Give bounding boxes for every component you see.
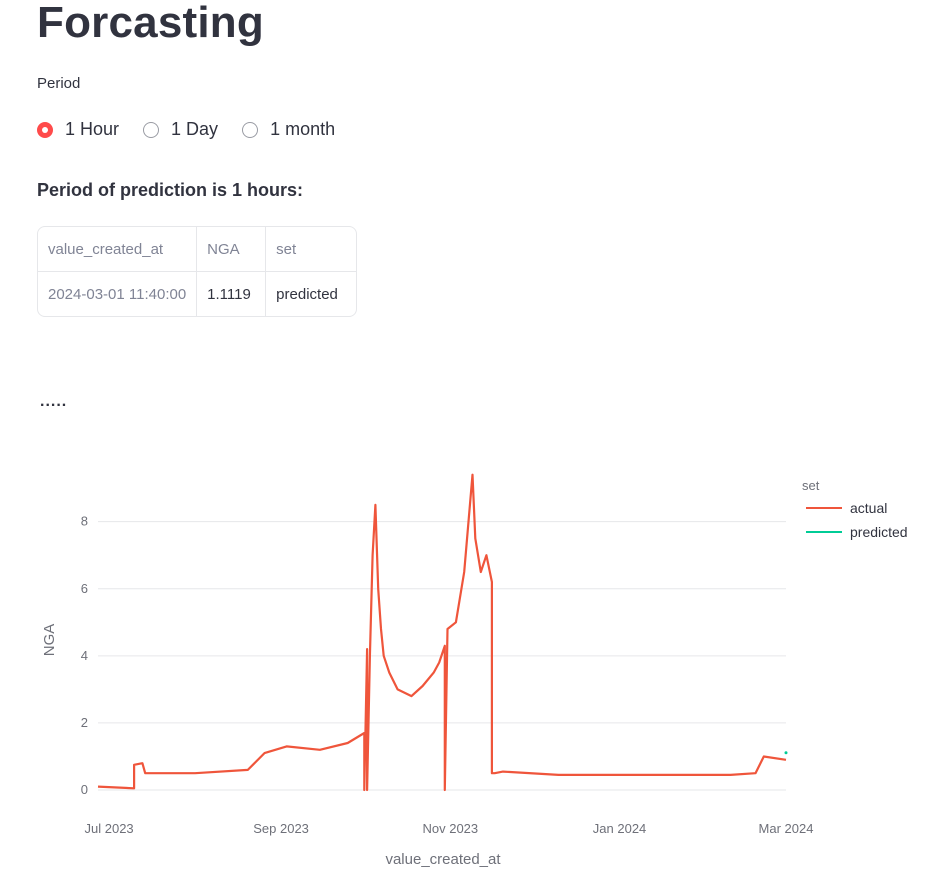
series-point-predicted [784,751,788,755]
y-tick-label: 8 [81,514,88,529]
y-axis-title: NGA [41,624,58,657]
y-tick-label: 0 [81,782,88,797]
table-header-row: value_created_at NGA set [38,227,357,272]
prediction-table: value_created_at NGA set 2024-03-01 11:4… [37,226,358,317]
x-axis-ticks: Jul 2023 Sep 2023 Nov 2023 Jan 2024 Mar 2024 [85,821,814,836]
table-row: 2024-03-01 11:40:00 1.1119 predicted [38,272,356,316]
radio-unselected-icon[interactable] [143,121,160,138]
y-tick-label: 4 [81,648,88,663]
x-tick-label: Jan 2024 [593,821,647,836]
y-tick-label: 2 [81,715,88,730]
column-header-set[interactable]: set [266,227,357,272]
ellipsis-text: ..... [40,393,68,410]
period-label: Period [37,75,81,92]
x-tick-label: Jul 2023 [85,821,134,836]
radio-unselected-icon[interactable] [242,121,259,138]
series-line-actual [97,473,787,792]
y-tick-label: 6 [81,581,88,596]
chart-series [97,473,788,792]
period-radio-group: 1 Hour 1 Day 1 month [37,119,359,140]
prediction-heading: Period of prediction is 1 hours: [37,180,304,200]
table-cell-set[interactable]: predicted [276,285,338,303]
x-tick-label: Sep 2023 [253,821,309,836]
legend-label-actual: actual [850,500,887,516]
legend-title: set [802,478,820,493]
page-title: Forcasting [37,0,264,47]
radio-1-month[interactable]: 1 month [242,119,335,140]
column-header-index[interactable]: value_created_at [38,227,198,272]
radio-label-1-day: 1 Day [171,119,219,139]
y-axis-ticks: 0 2 4 6 8 [81,514,88,797]
chart-legend[interactable]: set actual predicted [802,478,908,540]
radio-1-day[interactable]: 1 Day [143,119,218,140]
radio-1-hour[interactable]: 1 Hour [37,119,119,140]
radio-selected-icon[interactable] [37,121,53,138]
table-cell-nga[interactable]: 1.1119 [197,272,267,316]
column-header-nga[interactable]: NGA [197,227,267,272]
radio-label-1-hour: 1 Hour [65,119,120,139]
x-tick-label: Mar 2024 [759,821,814,836]
table-cell-index[interactable]: 2024-03-01 11:40:00 [38,272,198,316]
x-axis-title: value_created_at [385,851,501,868]
radio-label-1-month: 1 month [270,119,336,139]
x-tick-label: Nov 2023 [422,821,478,836]
legend-label-predicted: predicted [850,524,908,540]
